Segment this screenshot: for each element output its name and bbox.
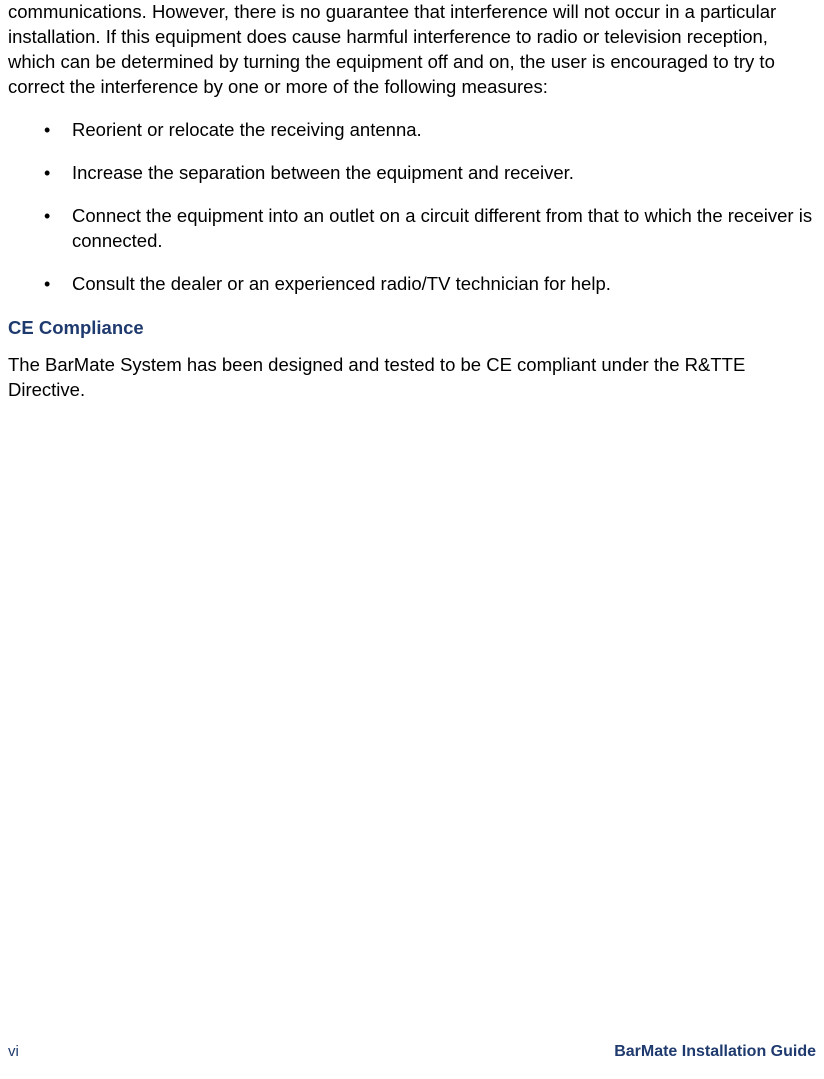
footer-title: BarMate Installation Guide (614, 1043, 816, 1061)
intro-paragraph: communications. However, there is no gua… (8, 0, 816, 100)
list-item: Reorient or relocate the receiving anten… (44, 118, 816, 143)
list-item: Connect the equipment into an outlet on … (44, 204, 816, 254)
ce-compliance-paragraph: The BarMate System has been designed and… (8, 353, 816, 403)
page-number: vi (8, 1043, 19, 1060)
page-footer: vi BarMate Installation Guide (8, 1043, 816, 1061)
list-item: Consult the dealer or an experienced rad… (44, 272, 816, 297)
ce-compliance-heading: CE Compliance (8, 317, 816, 339)
document-content: communications. However, there is no gua… (8, 0, 816, 403)
list-item: Increase the separation between the equi… (44, 161, 816, 186)
measures-list: Reorient or relocate the receiving anten… (8, 118, 816, 297)
